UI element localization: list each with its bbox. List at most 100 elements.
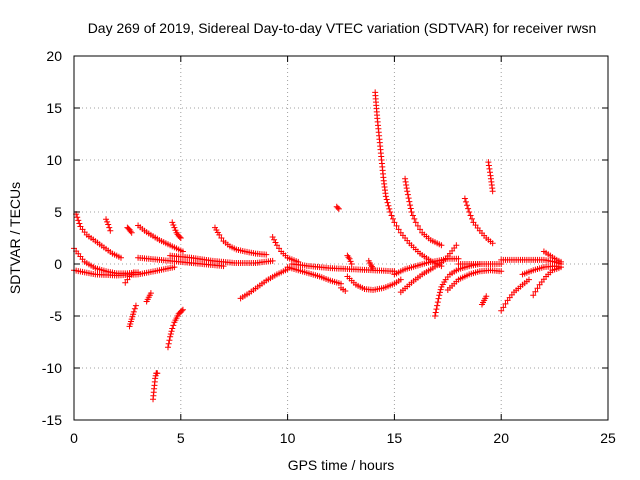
data-point [461, 195, 468, 202]
data-point [74, 214, 81, 221]
data-point [395, 226, 402, 233]
series-arc-34 [485, 159, 496, 195]
data-point [403, 181, 410, 188]
data-point [404, 188, 411, 195]
data-point [128, 229, 135, 236]
series-arc-21 [338, 284, 349, 295]
data-point [502, 300, 509, 307]
data-point [179, 306, 186, 313]
axis-ticks [73, 55, 609, 421]
series-arc-6 [124, 224, 135, 236]
x-axis-label: GPS time / hours [288, 457, 395, 473]
data-point [276, 245, 283, 252]
series-arc-11 [164, 306, 186, 351]
data-point [269, 257, 276, 264]
data-point [412, 219, 419, 226]
data-point [435, 295, 442, 302]
data-point [462, 198, 469, 205]
data-point [405, 195, 412, 202]
data-point [170, 222, 177, 228]
data-point [269, 233, 276, 240]
data-point [152, 375, 159, 382]
y-tick-label: 15 [46, 100, 62, 116]
data-point [171, 224, 178, 231]
x-tick-label: 5 [177, 430, 185, 446]
data-point [132, 302, 139, 309]
series-arc-31 [455, 261, 505, 267]
data-point [165, 340, 172, 347]
series-arc-2 [71, 264, 178, 279]
series-arc-19 [288, 261, 398, 275]
data-point [168, 328, 175, 335]
series-arc-23 [344, 273, 404, 293]
y-tick-label: 10 [46, 152, 62, 168]
data-point [124, 276, 131, 283]
data-point [465, 205, 472, 212]
data-point [105, 221, 112, 228]
data-point [436, 289, 443, 296]
data-point [342, 288, 349, 295]
data-point [346, 255, 353, 262]
data-point [130, 308, 137, 315]
data-point [131, 305, 138, 312]
data-point [434, 302, 441, 309]
data-point [489, 188, 496, 195]
y-axis-label: SDTVAR / TECUs [7, 182, 23, 294]
grid-lines [74, 56, 608, 420]
series-arc-38 [530, 265, 562, 299]
series-arc-20 [333, 203, 342, 212]
data-point [179, 248, 186, 255]
series-arc-7 [126, 302, 139, 330]
data-point [171, 264, 178, 271]
data-point [347, 258, 354, 265]
x-tick-labels: 0 5 10 15 20 25 [70, 430, 616, 446]
data-point [170, 322, 177, 329]
data-points [71, 89, 565, 403]
data-point [434, 299, 441, 306]
series-arc-5 [122, 269, 137, 286]
data-point [498, 268, 505, 275]
data-point [130, 269, 137, 276]
series-arc-3 [73, 211, 124, 261]
data-point [404, 191, 411, 198]
data-point [455, 255, 462, 262]
data-point [485, 162, 492, 169]
y-tick-label: -5 [50, 308, 63, 324]
data-point [177, 235, 184, 241]
data-point [383, 196, 390, 203]
x-tick-label: 0 [70, 430, 78, 446]
data-point [431, 313, 438, 319]
data-point [397, 276, 404, 283]
series-arc-39 [540, 248, 565, 265]
series-arc-10 [150, 370, 161, 403]
series-arc-37 [519, 263, 565, 278]
x-tick-label: 15 [387, 430, 403, 446]
x-tick-label: 20 [493, 430, 509, 446]
data-point [385, 202, 392, 209]
data-point [388, 212, 395, 219]
data-point [107, 227, 114, 234]
series-arc-17 [269, 233, 302, 265]
series-arc-26 [402, 175, 445, 249]
data-point [407, 202, 414, 209]
data-point [467, 212, 474, 219]
data-point [75, 217, 82, 224]
data-point [409, 212, 416, 219]
data-point [437, 286, 444, 293]
series-arc-28 [397, 242, 460, 296]
data-point [417, 226, 424, 233]
data-point [438, 242, 445, 249]
data-point [271, 236, 278, 243]
data-point [486, 165, 493, 172]
data-point [483, 293, 490, 300]
series-arc-18 [284, 264, 344, 287]
data-point [436, 292, 443, 299]
data-point [176, 233, 183, 240]
data-point [485, 159, 492, 166]
data-point [76, 220, 83, 227]
series-arc-9 [143, 290, 154, 305]
series-arc-4 [103, 216, 114, 234]
series-arc-32 [461, 195, 496, 247]
data-point [464, 202, 471, 209]
